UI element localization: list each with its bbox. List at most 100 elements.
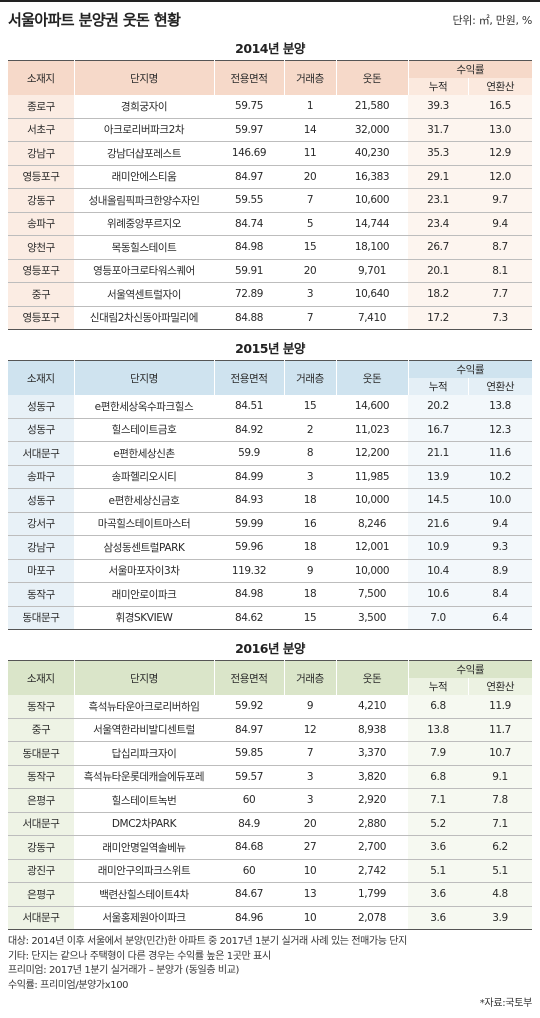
header-cumulative: 누적 (408, 678, 469, 695)
cell-name: 래미안구의파크스위트 (74, 859, 214, 883)
data-table: 소재지 단지명 전용면적 거래층 웃돈 수익률 누적 연환산 성동구 e편한세상옥수파크힐스 84.… (8, 360, 532, 630)
cell-annualized: 8.4 (468, 582, 532, 607)
cell-cumulative: 29.1 (408, 165, 468, 189)
cell-floor: 9 (284, 559, 336, 583)
cell-annualized: 11.6 (468, 441, 532, 466)
header-premium: 웃돈 (336, 360, 409, 395)
cell-annualized: 7.7 (468, 282, 532, 307)
cell-cumulative: 10.9 (408, 535, 468, 560)
cell-region: 강동구 (8, 835, 74, 860)
cell-name: 영등포아크로타워스퀘어 (74, 259, 214, 283)
page-title: 서울아파트 분양권 웃돈 현황 (8, 11, 181, 29)
cell-premium: 40,230 (336, 141, 408, 166)
cell-cumulative: 10.6 (408, 582, 468, 607)
cell-floor: 12 (284, 718, 336, 742)
table-row: 마포구 서울마포자이3차 119.32 9 10,000 10.4 8.9 (8, 559, 532, 583)
cell-premium: 1,799 (336, 882, 408, 907)
cell-floor: 16 (284, 512, 336, 536)
cell-region: 강남구 (8, 141, 74, 166)
table-row: 광진구 래미안구의파크스위트 60 10 2,742 5.1 5.1 (8, 859, 532, 883)
cell-area: 59.97 (214, 118, 284, 142)
cell-name: e편한세상신촌 (74, 441, 214, 466)
header-area: 전용면적 (214, 60, 285, 95)
cell-premium: 16,383 (336, 165, 408, 189)
header-region: 소재지 (8, 660, 75, 695)
cell-name: 래미안에스티움 (74, 165, 214, 189)
cell-area: 84.96 (214, 906, 284, 930)
cell-premium: 2,920 (336, 788, 408, 813)
cell-area: 59.92 (214, 695, 284, 719)
cell-cumulative: 23.4 (408, 212, 468, 236)
cell-region: 동대문구 (8, 741, 74, 766)
table-row: 동작구 래미안로이파크 84.98 18 7,500 10.6 8.4 (8, 582, 532, 607)
cell-premium: 11,023 (336, 418, 408, 442)
cell-name: 삼성동센트럴PARK (74, 535, 214, 560)
footnote-return: 수익률: 프리미엄/분양가x100 (8, 979, 129, 991)
table-row: 송파구 송파헬리오시티 84.99 3 11,985 13.9 10.2 (8, 465, 532, 489)
cell-cumulative: 31.7 (408, 118, 468, 142)
cell-premium: 12,001 (336, 535, 408, 560)
cell-area: 84.67 (214, 882, 284, 907)
table-row: 중구 서울역한라비발디센트럴 84.97 12 8,938 13.8 11.7 (8, 718, 532, 742)
header-floor: 거래층 (284, 660, 337, 695)
cell-cumulative: 17.2 (408, 306, 468, 330)
footnote-premium: 프리미엄: 2017년 1분기 실거래가 – 분양가 (동일층 비교) (8, 965, 240, 976)
cell-region: 서대문구 (8, 812, 74, 836)
cell-name: 답십리파크자이 (74, 741, 214, 766)
header-region: 소재지 (8, 360, 75, 395)
cell-region: 광진구 (8, 859, 74, 883)
cell-area: 59.55 (214, 188, 284, 213)
cell-premium: 21,580 (336, 95, 408, 119)
cell-area: 59.57 (214, 765, 284, 789)
source-credit: *자료:국토부 (479, 998, 533, 1009)
cell-annualized: 7.8 (468, 788, 532, 813)
table-row: 양천구 목동힐스테이트 84.98 15 18,100 26.7 8.7 (8, 235, 532, 260)
cell-cumulative: 3.6 (408, 835, 468, 860)
cell-floor: 3 (284, 788, 336, 813)
cell-area: 59.9 (214, 441, 284, 466)
cell-cumulative: 5.1 (408, 859, 468, 883)
cell-cumulative: 7.9 (408, 741, 468, 766)
header-annualized: 연환산 (468, 378, 532, 395)
cell-region: 동작구 (8, 695, 74, 719)
cell-annualized: 12.0 (468, 165, 532, 189)
cell-annualized: 10.2 (468, 465, 532, 489)
table-row: 은평구 백련산힐스테이트4차 84.67 13 1,799 3.6 4.8 (8, 882, 532, 907)
cell-annualized: 10.7 (468, 741, 532, 766)
table-row: 영등포구 영등포아크로타워스퀘어 59.91 20 9,701 20.1 8.1 (8, 259, 532, 283)
cell-cumulative: 21.6 (408, 512, 468, 536)
header-name: 단지명 (74, 660, 215, 695)
table-row: 동대문구 휘경SKVIEW 84.62 15 3,500 7.0 6.4 (8, 606, 532, 630)
cell-region: 영등포구 (8, 306, 74, 330)
cell-premium: 2,880 (336, 812, 408, 836)
cell-name: 마곡힐스테이트마스터 (74, 512, 214, 536)
cell-region: 은평구 (8, 788, 74, 813)
cell-area: 59.91 (214, 259, 284, 283)
cell-cumulative: 6.8 (408, 765, 468, 789)
table-row: 송파구 위례중앙푸르지오 84.74 5 14,744 23.4 9.4 (8, 212, 532, 236)
cell-cumulative: 20.1 (408, 259, 468, 283)
cell-floor: 3 (284, 282, 336, 307)
cell-area: 84.68 (214, 835, 284, 860)
footnote-other: 기타: 단지는 같으나 주택형이 다른 경우는 수익률 높은 1곳만 표시 (8, 950, 271, 962)
cell-premium: 10,600 (336, 188, 408, 213)
cell-name: 서울홍제원아이파크 (74, 906, 214, 930)
cell-name: 서울마포자이3차 (74, 559, 214, 583)
cell-name: 아크로리버파크2차 (74, 118, 214, 142)
cell-area: 59.75 (214, 95, 284, 119)
cell-name: 강남더샵포레스트 (74, 141, 214, 166)
section-2015: 2015년 분양 소재지 단지명 전용면적 거래층 웃돈 수익률 누적 연환산 성동구 e편한세상옥… (8, 338, 532, 630)
cell-area: 59.85 (214, 741, 284, 766)
cell-floor: 7 (284, 188, 336, 213)
table-row: 서대문구 DMC2차PARK 84.9 20 2,880 5.2 7.1 (8, 812, 532, 836)
cell-region: 마포구 (8, 559, 74, 583)
header-region: 소재지 (8, 60, 75, 95)
cell-name: 힐스테이트녹번 (74, 788, 214, 813)
cell-premium: 32,000 (336, 118, 408, 142)
cell-area: 84.99 (214, 465, 284, 489)
cell-name: 힐스테이트금호 (74, 418, 214, 442)
cell-floor: 18 (284, 488, 336, 513)
cell-area: 59.96 (214, 535, 284, 560)
cell-annualized: 9.4 (468, 212, 532, 236)
